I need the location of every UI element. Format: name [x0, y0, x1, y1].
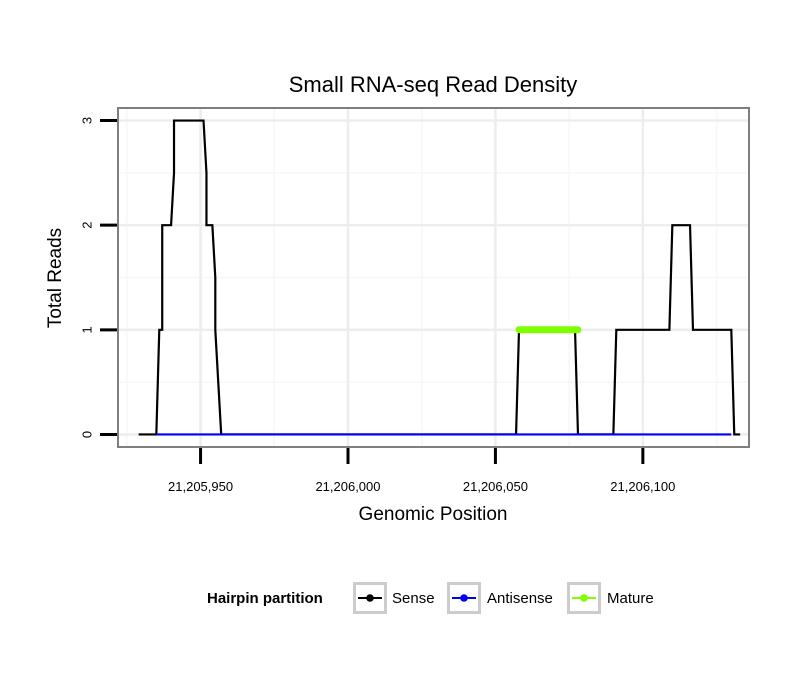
legend-key-point: [580, 594, 588, 602]
legend-entries: Sense Antisense Mature: [353, 582, 654, 614]
series-line-sense: [138, 119, 741, 436]
legend-entry-antisense: Antisense: [447, 582, 553, 614]
x-axis: 21,205,950 21,206,000 21,206,050 21,206,100: [168, 448, 675, 494]
x-tick-label: 21,206,100: [610, 479, 675, 494]
x-tick-label: 21,206,000: [315, 479, 380, 494]
legend: Hairpin partition Sense Antisense Mature: [207, 582, 654, 614]
legend-label: Antisense: [487, 590, 553, 607]
panel-border: [117, 107, 750, 448]
legend-entry-mature: Mature: [567, 582, 654, 614]
y-axis: 0 1 2 3: [80, 117, 117, 438]
plot-panel: [117, 107, 750, 448]
legend-entry-sense: Sense: [353, 582, 435, 614]
y-tick-label: 3: [80, 117, 95, 124]
y-tick-label: 1: [80, 326, 95, 333]
legend-label: Mature: [607, 590, 654, 607]
series-lines: [138, 119, 741, 436]
y-axis-title: Total Reads: [45, 228, 66, 328]
legend-key-point: [460, 594, 468, 602]
y-tick-label: 2: [80, 222, 95, 229]
legend-label: Sense: [392, 590, 435, 607]
x-tick-label: 21,205,950: [168, 479, 233, 494]
chart-title: Small RNA-seq Read Density: [289, 72, 578, 97]
x-tick-label: 21,206,050: [463, 479, 528, 494]
legend-title: Hairpin partition: [207, 590, 323, 607]
legend-key-point: [366, 594, 374, 602]
y-tick-label: 0: [80, 431, 95, 438]
x-axis-title: Genomic Position: [359, 504, 508, 525]
